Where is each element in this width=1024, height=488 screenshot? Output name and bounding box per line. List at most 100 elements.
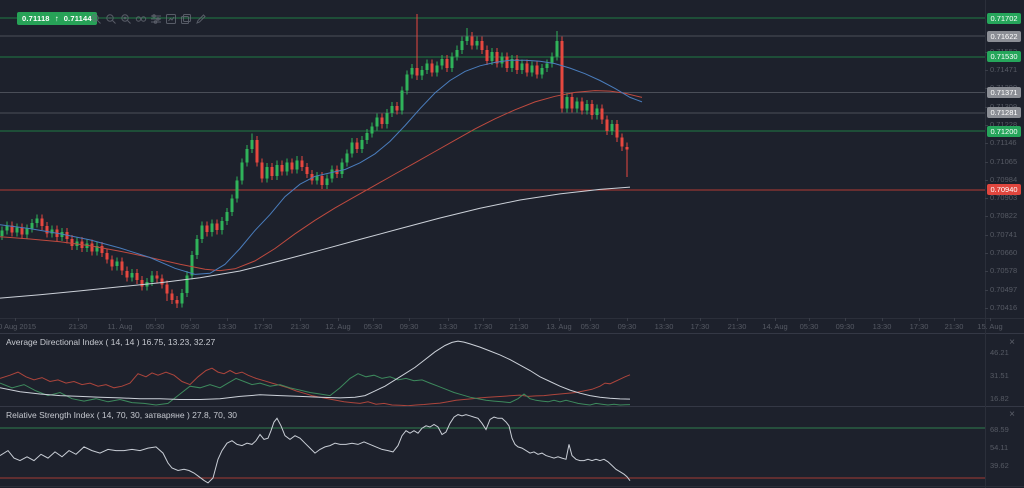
zoom-in-icon[interactable] [90,13,102,25]
time-axis-tick [775,318,776,321]
time-axis-tick [15,318,16,321]
rsi-close-icon[interactable]: × [1005,409,1019,421]
time-axis-tick [990,318,991,321]
time-axis-label: 21:30 [727,322,747,331]
find-icon[interactable] [135,13,147,25]
candle-body [425,63,429,71]
chart-expand-icon[interactable] [165,13,177,25]
price-axis-tick [985,107,988,108]
candle-body [550,56,554,64]
price-axis-border [985,0,986,488]
candle-body [235,180,239,199]
price-level-badge[interactable]: 0.71281 [987,107,1021,119]
candle-body [485,49,489,62]
time-axis-label: 11. Aug [107,322,133,331]
candle-body [540,67,544,75]
candle-body [370,126,374,134]
time-axis-tick [120,318,121,321]
candle-body [340,162,344,174]
candle-body [155,275,159,279]
price-level-badge[interactable]: 0.71371 [987,87,1021,99]
candle-body [140,279,144,287]
candle-body [605,119,609,131]
minus-di-line [0,367,631,407]
candle-body [330,169,334,179]
candle-body [255,140,259,163]
candle-body [420,70,424,76]
time-axis-tick [737,318,738,321]
candle-body [165,284,169,294]
candle-body [565,97,569,109]
candle-body [90,243,94,252]
candle-body [10,225,14,233]
rsi-axis-label: 68.59 [990,425,1009,434]
candle-body [180,293,184,304]
copy-icon[interactable] [180,13,192,25]
price-level-badge[interactable]: 0.71530 [987,51,1021,63]
bottom-separator [0,486,1024,487]
rsi-axis-label: 39.62 [990,461,1009,470]
price-axis-tick [985,235,988,236]
candle-body [225,212,229,222]
price-level-badge[interactable]: 0.71702 [987,12,1021,24]
candle-body [245,149,249,163]
candle-body [450,56,454,68]
candle-body [40,218,44,227]
candle-body [25,228,29,235]
rsi-line [0,414,631,484]
time-axis-label: 13:30 [438,322,458,331]
candle-body [15,227,19,233]
time-axis-tick [409,318,410,321]
candle-body [520,63,524,71]
candle-body [160,278,164,285]
candle-body [105,252,109,260]
price-axis-tick [985,253,988,254]
rsi-pane-resize-handle[interactable] [0,406,1024,407]
time-axis-label: 14. Aug [762,322,788,331]
price-level-badge[interactable]: 0.71622 [987,30,1021,42]
price-axis-label: 0.70741 [990,229,1018,239]
sliders-icon[interactable] [150,13,162,25]
time-axis-tick [627,318,628,321]
zoom-reset-icon[interactable] [120,13,132,25]
time-axis-label: 13:30 [654,322,674,331]
candle-body [130,272,134,278]
sell-button[interactable]: 0.71118 [22,14,50,23]
adx-close-icon[interactable]: × [1005,337,1019,349]
candle-body [355,142,359,150]
candle-body [325,178,329,186]
price-level-badge[interactable]: 0.71200 [987,125,1021,137]
candle-body [50,229,54,234]
candle-body [585,103,589,111]
pencil-icon[interactable] [195,13,207,25]
time-axis-tick [809,318,810,321]
candle-body [375,117,379,127]
candle-body [125,270,129,278]
candle-body [515,58,519,71]
candle-body [445,58,449,68]
time-axis-tick [559,318,560,321]
buy-button[interactable]: 0.71144 [63,14,92,23]
zoom-out-icon[interactable] [105,13,117,25]
adx-pane-resize-handle[interactable] [0,333,1024,334]
candle-body [455,49,459,57]
ma-fast-line [0,59,643,275]
time-axis-label: 09:30 [835,322,855,331]
time-axis-label: 05:30 [363,322,383,331]
candle-body [270,167,274,177]
time-axis-label: 09:30 [180,322,200,331]
price-axis-label: 0.71228 [990,119,1018,129]
price-axis-label: 0.70822 [990,211,1018,221]
candle-body [0,230,4,236]
time-axis-tick [190,318,191,321]
candle-body [525,63,529,73]
candle-body [275,164,279,177]
candle-body [505,56,509,68]
candle-body [510,58,514,68]
price-level-badge[interactable]: 0.70940 [987,184,1021,196]
time-axis-label: 17:30 [909,322,929,331]
candle-body [35,218,39,224]
adx-pane-title: Average Directional Index ( 14, 14 ) 16.… [6,337,216,347]
price-axis-label: 0.70984 [990,174,1018,184]
